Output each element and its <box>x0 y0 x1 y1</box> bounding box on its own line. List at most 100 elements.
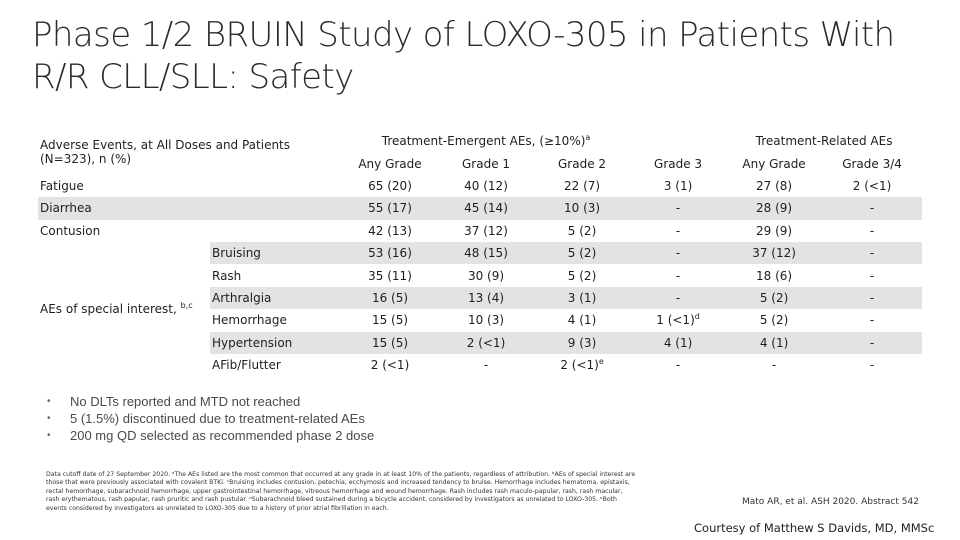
special-interest-text: AEs of special interest, <box>40 302 181 317</box>
table-row: Fatigue 65 (20) 40 (12) 22 (7) 3 (1) 27 … <box>38 175 922 197</box>
column-header: Grade 1 <box>461 156 511 171</box>
table-cell: 5 (2) <box>567 246 597 261</box>
table-cell: - <box>675 268 681 283</box>
table-cell: - <box>483 358 489 373</box>
teae-group-text: Treatment-Emergent AEs, (≥10%) <box>381 134 586 149</box>
adverse-events-table: Adverse Events, at All Doses and Patient… <box>38 130 923 377</box>
table-cell: 2 (<1) <box>466 335 506 350</box>
table-row: Arthralgia 16 (5) 13 (4) 3 (1) - 5 (2) - <box>38 286 923 310</box>
row-label: Rash <box>212 268 242 283</box>
list-item-text: 200 mg QD selected as recommended phase … <box>70 428 375 443</box>
table-cell: 13 (4) <box>467 290 505 305</box>
list-item: • 200 mg QD selected as recommended phase… <box>44 427 544 444</box>
list-item-text: No DLTs reported and MTD not reached <box>70 394 301 409</box>
bullet-icon: • <box>47 430 51 441</box>
special-interest-label: AEs of special interest, b,c <box>38 241 210 377</box>
table-cell: 35 (11) <box>368 268 412 283</box>
table-cell-value: 2 (<1) <box>560 358 599 373</box>
table-cell: 3 (1) <box>567 290 597 305</box>
header-spacer <box>630 130 726 152</box>
list-item-text: 5 (1.5%) discontinued due to treatment-r… <box>70 411 365 426</box>
table-row: Rash 35 (11) 30 (9) 5 (2) - 18 (6) - <box>38 264 922 286</box>
table-cell: 15 (5) <box>371 313 409 328</box>
row-label: AFib/Flutter <box>212 358 281 373</box>
table-cell: 5 (2) <box>567 223 597 238</box>
table-row: Contusion 42 (13) 37 (12) 5 (2) - 29 (9)… <box>38 220 922 242</box>
table-cell: 10 (3) <box>467 313 505 328</box>
table-cell-sup: e <box>598 357 604 367</box>
column-header: Any Grade <box>358 156 422 171</box>
table-cell: 18 (6) <box>756 268 793 283</box>
table-cell: 29 (9) <box>756 223 793 238</box>
list-item: • No DLTs reported and MTD not reached <box>44 393 544 410</box>
table-cell: - <box>869 246 875 261</box>
table-cell: - <box>869 313 875 328</box>
table-cell: - <box>869 268 875 283</box>
slide-title-line-2: R/R CLL/SLL: Safety <box>32 57 354 97</box>
table-cell: - <box>869 201 875 216</box>
table-header-group-row: Adverse Events, at All Doses and Patient… <box>38 130 922 167</box>
footnote: Data cutoff date of 27 September 2020. ᵃ… <box>46 471 636 512</box>
table-cell: 30 (9) <box>467 268 505 283</box>
table-row: Hemorrhage 15 (5) 10 (3) 4 (1) 1 (<1)d 5… <box>38 309 922 331</box>
table-row: AEs of special interest, b,c Bruising 53… <box>38 241 923 377</box>
table-cell: 16 (5) <box>371 290 409 305</box>
table-cell: - <box>869 358 875 373</box>
slide-title: Phase 1/2 BRUIN Study of LOXO-305 in Pat… <box>32 14 932 98</box>
column-header: Any Grade <box>742 156 806 171</box>
column-header: Grade 3/4 <box>842 156 902 171</box>
table-cell: - <box>771 358 777 373</box>
bullet-icon: • <box>47 413 51 424</box>
row-label: Fatigue <box>40 178 84 193</box>
teae-group-sup: a <box>585 133 591 143</box>
row-label: Diarrhea <box>40 201 92 216</box>
column-header: Grade 3 <box>654 156 703 171</box>
row-label: Contusion <box>40 223 101 238</box>
row-label: Hemorrhage <box>212 313 287 328</box>
table-row: Hypertension 15 (5) 2 (<1) 9 (3) 4 (1) 4… <box>38 331 923 354</box>
table-cell: 40 (12) <box>464 178 508 193</box>
courtesy-credit: Courtesy of Matthew S Davids, MD, MMSc <box>694 521 935 535</box>
table-cell: 55 (17) <box>368 201 412 216</box>
table-cell: 5 (2) <box>567 268 597 283</box>
row-label: Hypertension <box>212 335 293 350</box>
table-cell: 27 (8) <box>756 178 793 193</box>
table-cell: 5 (2) <box>759 290 789 305</box>
citation: Mato AR, et al. ASH 2020. Abstract 542 <box>742 497 919 507</box>
table-cell: 9 (3) <box>567 335 597 350</box>
trae-group-header: Treatment-Related AEs <box>755 134 893 149</box>
table-cell: 1 (<1)d <box>630 309 726 331</box>
table-cell: 45 (14) <box>464 201 508 216</box>
table-cell: 65 (20) <box>368 178 412 193</box>
table-cell: - <box>675 246 681 261</box>
table-cell: 4 (1) <box>663 335 693 350</box>
table-cell: 4 (1) <box>759 335 789 350</box>
slide-title-line-1: Phase 1/2 BRUIN Study of LOXO-305 in Pat… <box>32 15 895 55</box>
table-cell-value: 1 (<1) <box>656 313 695 328</box>
table-cell: 5 (2) <box>759 313 789 328</box>
table-cell: 42 (13) <box>368 223 412 238</box>
row-label: Arthralgia <box>212 290 272 305</box>
column-header: Grade 2 <box>558 156 607 171</box>
table-cell: 3 (1) <box>663 178 693 193</box>
table-cell: 2 (<1)e <box>534 354 630 376</box>
list-item: • 5 (1.5%) discontinued due to treatment-… <box>44 410 544 427</box>
table-cell: 28 (9) <box>756 201 793 216</box>
table-header-columns-row: Any Grade Grade 1 Grade 2 Grade 3 Any Gr… <box>38 152 922 174</box>
table-cell: - <box>675 201 681 216</box>
table-cell-sup: d <box>694 312 700 322</box>
table-cell: 15 (5) <box>371 335 409 350</box>
table-cell: - <box>675 358 681 373</box>
table-row: Diarrhea 55 (17) 45 (14) 10 (3) - 28 (9)… <box>38 197 923 220</box>
table-cell: - <box>675 223 681 238</box>
key-points-list: • No DLTs reported and MTD not reached • 5… <box>44 393 544 444</box>
table-cell: 53 (16) <box>368 246 412 261</box>
row-label: Bruising <box>212 246 261 261</box>
table-cell: 10 (3) <box>563 201 601 216</box>
table-cell: - <box>675 290 681 305</box>
table-cell: - <box>869 335 875 350</box>
bullet-icon: • <box>47 396 51 407</box>
table-cell: 48 (15) <box>464 246 508 261</box>
special-interest-sup: b,c <box>180 301 193 311</box>
table-cell: - <box>869 223 875 238</box>
